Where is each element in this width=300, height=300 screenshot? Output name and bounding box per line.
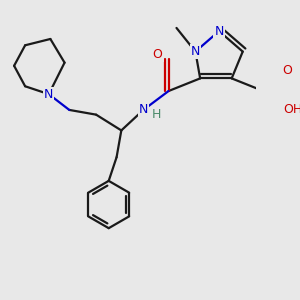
Text: N: N xyxy=(191,45,200,58)
Text: H: H xyxy=(151,108,161,121)
Text: O: O xyxy=(153,48,163,61)
Text: N: N xyxy=(44,88,53,101)
Text: OH: OH xyxy=(284,103,300,116)
Text: O: O xyxy=(282,64,292,77)
Text: N: N xyxy=(139,103,148,116)
Text: N: N xyxy=(214,25,224,38)
